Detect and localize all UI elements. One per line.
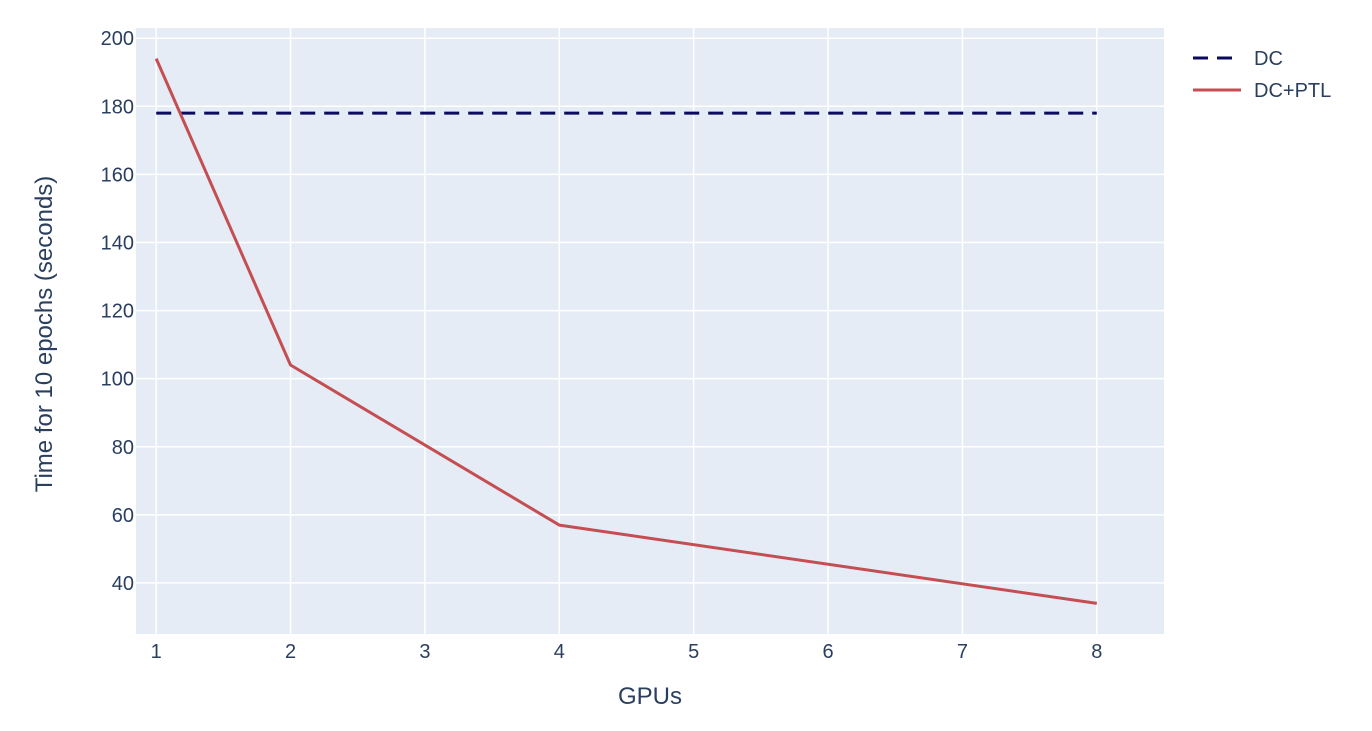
- legend-label-dc-ptl: DC+PTL: [1254, 80, 1331, 102]
- y-tick-label: 40: [112, 573, 134, 595]
- x-tick-label: 8: [1091, 641, 1102, 663]
- y-tick-labels: 40 60 80 100 120 140 160 180 200: [101, 28, 134, 595]
- y-tick-label: 80: [112, 437, 134, 459]
- x-tick-label: 2: [285, 641, 296, 663]
- x-tick-label: 1: [151, 641, 162, 663]
- y-gridlines: [136, 37, 1164, 584]
- legend: DC DC+PTL: [1193, 48, 1331, 102]
- x-tick-label: 3: [419, 641, 430, 663]
- x-tick-label: 6: [822, 641, 833, 663]
- plot-area: [136, 28, 1164, 634]
- y-axis-title: Time for 10 epochs (seconds): [31, 176, 58, 493]
- x-tick-label: 7: [957, 641, 968, 663]
- y-tick-label: 140: [101, 232, 134, 254]
- y-tick-label: 200: [101, 28, 134, 50]
- x-gridlines: [155, 28, 1098, 634]
- x-tick-labels: 1 2 3 4 5 6 7 8: [151, 641, 1103, 663]
- y-tick-label: 100: [101, 369, 134, 391]
- x-tick-label: 4: [554, 641, 565, 663]
- series-line-dc-ptl: [154, 57, 1098, 605]
- y-tick-label: 160: [101, 164, 134, 186]
- y-tick-label: 120: [101, 301, 134, 323]
- legend-item-dc-ptl[interactable]: DC+PTL: [1193, 80, 1331, 102]
- y-tick-label: 180: [101, 96, 134, 118]
- x-axis-title: GPUs: [618, 683, 682, 710]
- x-tick-label: 5: [688, 641, 699, 663]
- legend-item-dc[interactable]: DC: [1193, 48, 1283, 70]
- legend-label-dc: DC: [1254, 48, 1283, 70]
- y-tick-label: 60: [112, 505, 134, 527]
- series-lines: [154, 57, 1098, 605]
